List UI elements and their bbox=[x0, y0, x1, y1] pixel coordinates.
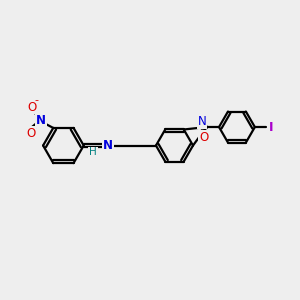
Text: O: O bbox=[26, 127, 35, 140]
Text: H: H bbox=[89, 147, 97, 158]
Text: N: N bbox=[36, 114, 46, 127]
Text: O: O bbox=[199, 130, 208, 143]
Text: I: I bbox=[268, 121, 273, 134]
Text: -: - bbox=[34, 95, 38, 105]
Text: N: N bbox=[103, 139, 112, 152]
Text: O: O bbox=[28, 100, 37, 113]
Text: N: N bbox=[197, 115, 206, 128]
